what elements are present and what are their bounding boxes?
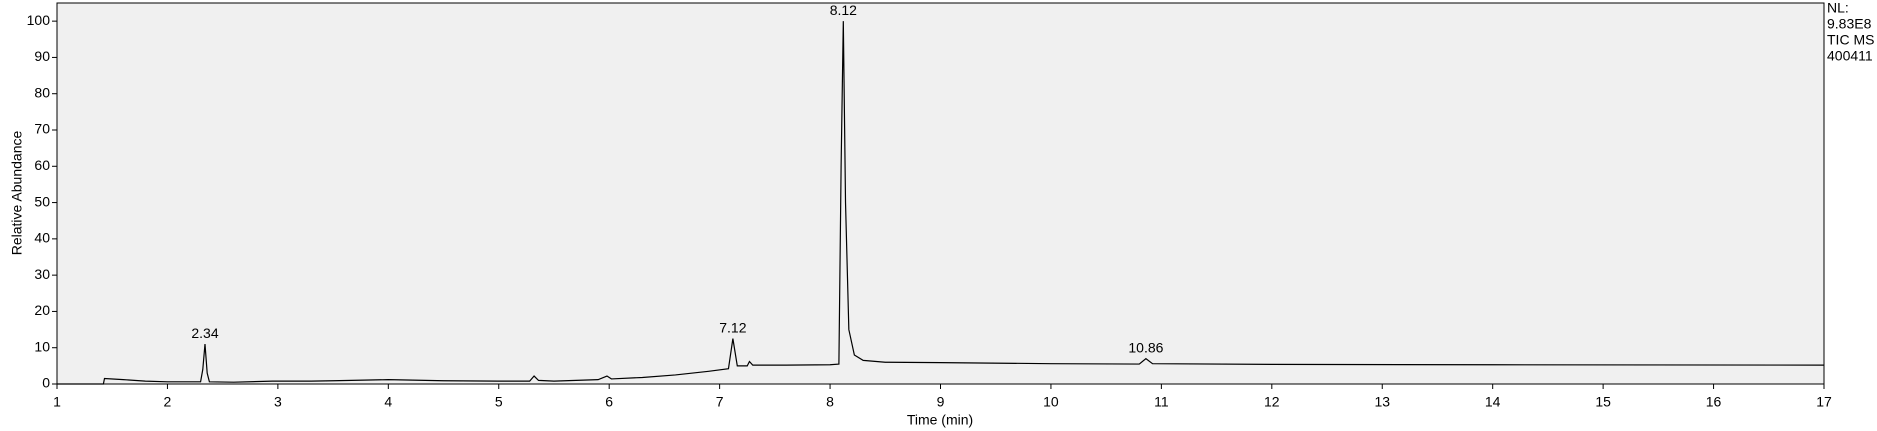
x-tick-label: 5 [495,394,503,410]
y-tick-label: 30 [34,266,50,282]
y-tick-label: 80 [34,84,50,100]
y-tick-label: 70 [34,121,50,137]
y-tick-label: 50 [34,193,50,209]
x-tick-label: 1 [53,394,61,410]
x-tick-label: 15 [1595,394,1611,410]
y-tick-label: 10 [34,338,50,354]
x-tick-label: 11 [1154,394,1169,410]
peak-label: 10.86 [1128,339,1163,355]
x-tick-label: 2 [164,394,172,410]
y-tick-label: 40 [34,230,50,246]
x-tick-label: 12 [1264,394,1280,410]
x-tick-label: 10 [1043,394,1059,410]
y-tick-label: 20 [34,302,50,318]
y-tick-label: 90 [34,48,50,64]
x-tick-label: 14 [1485,394,1501,410]
x-tick-label: 13 [1374,394,1390,410]
info-text: 400411 [1827,48,1873,64]
x-tick-label: 17 [1816,394,1832,410]
trace [57,21,1825,385]
info-text: NL: [1827,0,1849,16]
x-axis-label: Time (min) [907,412,973,428]
y-tick-label: 100 [27,12,51,28]
info-text: 9.83E8 [1827,16,1872,32]
x-tick-label: 8 [826,394,834,410]
x-tick-label: 9 [937,394,945,410]
x-tick-label: 7 [716,394,724,410]
y-axis-label: Relative Abundance [9,131,25,256]
x-tick-label: 3 [274,394,282,410]
y-tick-label: 0 [42,375,50,391]
peak-label: 8.12 [830,2,857,18]
peak-label: 2.34 [191,325,218,341]
x-tick-label: 4 [384,394,392,410]
x-tick-label: 16 [1706,394,1722,410]
info-text: TIC MS [1827,32,1874,48]
x-tick-label: 6 [605,394,613,410]
y-tick-label: 60 [34,157,50,173]
plot-area [56,2,1825,385]
peak-label: 7.12 [719,319,746,335]
